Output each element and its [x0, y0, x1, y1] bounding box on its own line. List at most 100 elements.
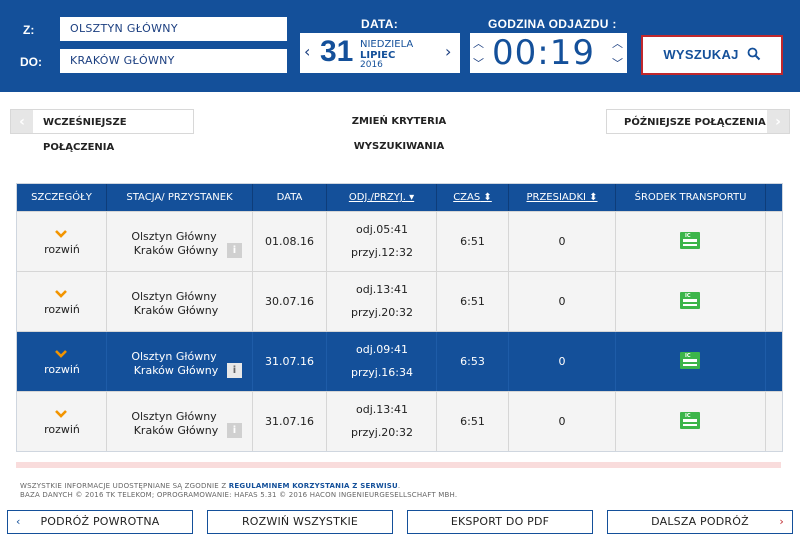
train-icon: IC — [680, 412, 700, 429]
col-changes[interactable]: PRZESIADKI ⬍ — [509, 184, 616, 211]
chevron-down-icon — [55, 230, 67, 238]
to-station: Kraków Główny — [133, 424, 219, 437]
details-cell[interactable]: rozwiń — [17, 212, 107, 271]
export-pdf-button[interactable]: EKSPORT DO PDF — [407, 510, 593, 534]
date-cell: 30.07.16 — [253, 272, 327, 331]
later-connections-button[interactable]: PÓŹNIEJSZE POŁĄCZENIA › — [606, 109, 790, 134]
transport-cell: IC — [616, 272, 766, 331]
col-station: STACJA/ PRZYSTANEK — [107, 184, 253, 211]
earlier-connections-label: WCZEŚNIEJSZE POŁĄCZENIA — [43, 117, 127, 153]
to-station: Kraków Główny — [133, 304, 219, 317]
divider-bar — [16, 462, 781, 468]
from-station: Olsztyn Główny — [131, 230, 217, 243]
table-row-selected[interactable]: rozwiń Olsztyn Główny Kraków Główny i 31… — [17, 331, 782, 391]
time-cell: odj.05:41 przyj.12:32 — [327, 212, 437, 271]
station-cell: Olsztyn Główny Kraków Główny i — [107, 392, 253, 451]
duration-cell: 6:53 — [437, 332, 509, 391]
magnifier-icon — [747, 47, 760, 61]
time-cell: odj.09:41 przyj.16:34 — [327, 332, 437, 391]
from-station: Olsztyn Główny — [131, 350, 217, 363]
row-end — [766, 272, 783, 331]
info-icon[interactable]: i — [227, 243, 242, 258]
time-picker[interactable]: ︿ ﹀ 00:19 ︿ ﹀ — [470, 33, 627, 73]
search-panel: Z: OLSZTYN GŁÓWNY DO: KRAKÓW GŁÓWNY DATA… — [0, 0, 800, 92]
search-button[interactable]: WYSZUKAJ — [641, 35, 783, 75]
arrival-time: przyj.12:32 — [350, 246, 414, 259]
continue-journey-button[interactable]: DALSZA PODRÓŻ › — [607, 510, 793, 534]
earlier-connections-button[interactable]: ‹ WCZEŚNIEJSZE POŁĄCZENIA — [10, 109, 194, 153]
row-end — [766, 332, 783, 391]
transport-cell: IC — [616, 392, 766, 451]
arrival-time: przyj.20:32 — [350, 306, 414, 319]
transport-cell: IC — [616, 332, 766, 391]
date-cell: 01.08.16 — [253, 212, 327, 271]
details-cell[interactable]: rozwiń — [17, 272, 107, 331]
date-picker[interactable]: ‹ 31 NIEDZIELA LIPIEC 2016 › — [300, 33, 460, 73]
from-field[interactable]: OLSZTYN GŁÓWNY — [60, 17, 287, 41]
table-row[interactable]: rozwiń Olsztyn Główny Kraków Główny i 31… — [17, 391, 782, 451]
time-cell: odj.13:41 przyj.20:32 — [327, 272, 437, 331]
departure-time: odj.13:41 — [356, 283, 408, 296]
train-icon: IC — [680, 232, 700, 249]
row-end — [766, 212, 783, 271]
details-cell[interactable]: rozwiń — [17, 332, 107, 391]
col-transport: ŚRODEK TRANSPORTU — [616, 184, 766, 211]
date-cell: 31.07.16 — [253, 392, 327, 451]
info-icon[interactable]: i — [227, 363, 242, 378]
time-down-right-icon[interactable]: ﹀ — [612, 57, 623, 70]
to-station: Kraków Główny — [133, 364, 219, 377]
table-header: SZCZEGÓŁY STACJA/ PRZYSTANEK DATA ODJ./P… — [17, 184, 782, 211]
col-duration[interactable]: CZAS ⬍ — [437, 184, 509, 211]
expand-link[interactable]: rozwiń — [44, 423, 80, 436]
col-changes-label: PRZESIADKI — [526, 192, 586, 203]
to-field[interactable]: KRAKÓW GŁÓWNY — [60, 49, 287, 73]
time-up-icon[interactable]: ︿ — [473, 37, 484, 50]
table-row[interactable]: rozwiń Olsztyn Główny Kraków Główny 30.0… — [17, 271, 782, 331]
changes-cell: 0 — [509, 272, 616, 331]
time-up-right-icon[interactable]: ︿ — [612, 37, 623, 50]
details-cell[interactable]: rozwiń — [17, 392, 107, 451]
chevron-down-icon — [55, 290, 67, 298]
expand-link[interactable]: rozwiń — [44, 363, 80, 376]
chevron-right-icon: › — [779, 515, 784, 528]
footer-terms-suffix: . — [397, 482, 401, 490]
to-label: DO: — [20, 55, 42, 69]
prev-day-icon[interactable]: ‹ — [304, 42, 311, 61]
duration-cell: 6:51 — [437, 212, 509, 271]
date-cell: 31.07.16 — [253, 332, 327, 391]
col-date: DATA — [253, 184, 327, 211]
train-icon: IC — [680, 292, 700, 309]
col-details: SZCZEGÓŁY — [17, 184, 107, 211]
connections-table: SZCZEGÓŁY STACJA/ PRZYSTANEK DATA ODJ./P… — [16, 183, 783, 452]
return-journey-button[interactable]: ‹ PODRÓŻ POWROTNA — [7, 510, 193, 534]
time-cell: odj.13:41 przyj.20:32 — [327, 392, 437, 451]
changes-cell: 0 — [509, 212, 616, 271]
station-cell: Olsztyn Główny Kraków Główny — [107, 272, 253, 331]
later-connections-label: PÓŹNIEJSZE POŁĄCZENIA — [624, 117, 766, 128]
time-down-icon[interactable]: ﹀ — [473, 57, 484, 70]
col-dep-arr-label: ODJ./PRZYJ. — [348, 192, 406, 203]
info-icon[interactable]: i — [227, 423, 242, 438]
terms-link[interactable]: REGULAMINEM KORZYSTANIA Z SERWISU — [228, 482, 398, 490]
col-duration-label: CZAS — [453, 192, 481, 203]
chevron-left-icon: ‹ — [11, 110, 33, 133]
expand-link[interactable]: rozwiń — [44, 303, 80, 316]
col-dep-arr[interactable]: ODJ./PRZYJ. ▾ — [327, 184, 437, 211]
to-station: Kraków Główny — [133, 244, 219, 257]
table-row[interactable]: rozwiń Olsztyn Główny Kraków Główny i 01… — [17, 211, 782, 271]
footer-terms-prefix: WSZYSTKIE INFORMACJE UDOSTĘPNIANE SĄ ZGO… — [20, 482, 227, 490]
next-day-icon[interactable]: › — [445, 42, 452, 61]
col-end — [766, 184, 783, 211]
footer-terms: WSZYSTKIE INFORMACJE UDOSTĘPNIANE SĄ ZGO… — [20, 482, 400, 490]
departure-time: odj.13:41 — [356, 403, 408, 416]
continue-journey-label: DALSZA PODRÓŻ — [651, 515, 749, 528]
change-criteria-button[interactable]: ZMIEŃ KRYTERIA WYSZUKIWANIA — [351, 116, 447, 152]
date-month: LIPIEC — [360, 50, 396, 61]
changes-cell: 0 — [509, 332, 616, 391]
changes-cell: 0 — [509, 392, 616, 451]
station-cell: Olsztyn Główny Kraków Główny i — [107, 212, 253, 271]
chevron-down-icon — [55, 410, 67, 418]
expand-all-button[interactable]: ROZWIŃ WSZYSTKIE — [207, 510, 393, 534]
expand-link[interactable]: rozwiń — [44, 243, 80, 256]
time-header: GODZINA ODJAZDU : — [488, 17, 617, 31]
